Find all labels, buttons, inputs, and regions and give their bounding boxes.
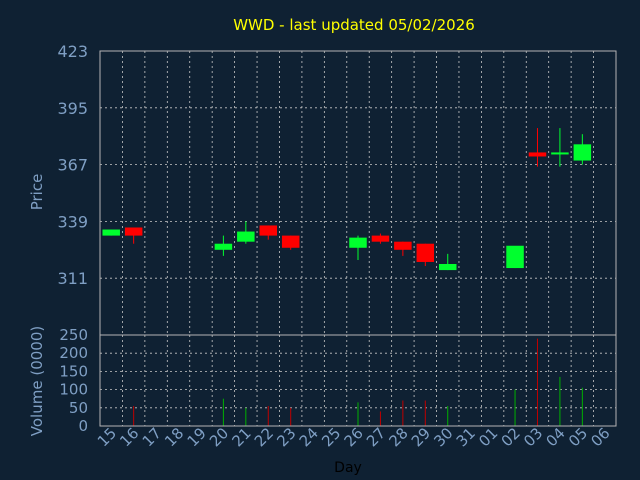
candle-body [573,144,592,161]
candle-body [416,243,435,262]
candle-body [349,237,367,248]
candle-16 [124,227,143,244]
candle-21 [237,221,255,244]
volume-axis-label: Volume (0000) [28,326,46,436]
chart-title: WWD - last updated 05/02/2026 [233,16,475,34]
candle-body [438,264,457,271]
x-axis-label: Day [334,460,362,476]
candle-20 [214,235,233,256]
candle-body [528,152,547,157]
candle-29 [416,243,435,267]
price-tick-label: 367 [57,156,88,175]
candle-body [124,227,143,236]
volume-tick-label: 0 [78,417,88,435]
candles [102,128,592,271]
volume-tick-label: 100 [59,381,88,399]
candle-26 [349,235,367,260]
candle-02 [506,245,524,269]
candle-04 [551,128,569,167]
price-axis-label: Price [28,174,46,211]
volume-grid [100,335,616,426]
volume-tick-label: 50 [69,399,88,417]
volume-tick-label: 150 [59,362,88,380]
candle-body [237,231,255,242]
candle-28 [394,241,412,256]
price-panel: 423 395 367 339 311 Price [28,42,617,336]
volume-tick-label: 250 [59,326,88,344]
volume-frame [99,334,617,427]
price-tick-label: 311 [57,269,88,288]
candle-30 [438,253,457,271]
candle-27 [371,233,390,244]
price-tick-label: 423 [57,42,88,61]
candle-body [214,243,233,250]
candle-body [371,235,390,242]
candle-body [102,229,120,236]
candle-15 [102,229,120,236]
x-tick-labels: 1516171819202122232425262728293031010203… [94,424,614,450]
candle-23 [281,235,300,250]
candle-body [506,245,524,269]
price-tick-label: 339 [57,212,88,231]
candle-body [551,152,569,155]
candle-03 [528,128,547,167]
price-y-ticks: 423 395 367 339 311 [57,42,88,288]
price-tick-label: 395 [57,99,88,118]
candle-body [281,235,300,248]
candle-05 [573,134,592,165]
volume-tick-label: 200 [59,344,88,362]
candle-body [259,225,278,236]
volume-bars [133,338,583,426]
candle-body [394,241,412,250]
candle-22 [259,225,278,240]
